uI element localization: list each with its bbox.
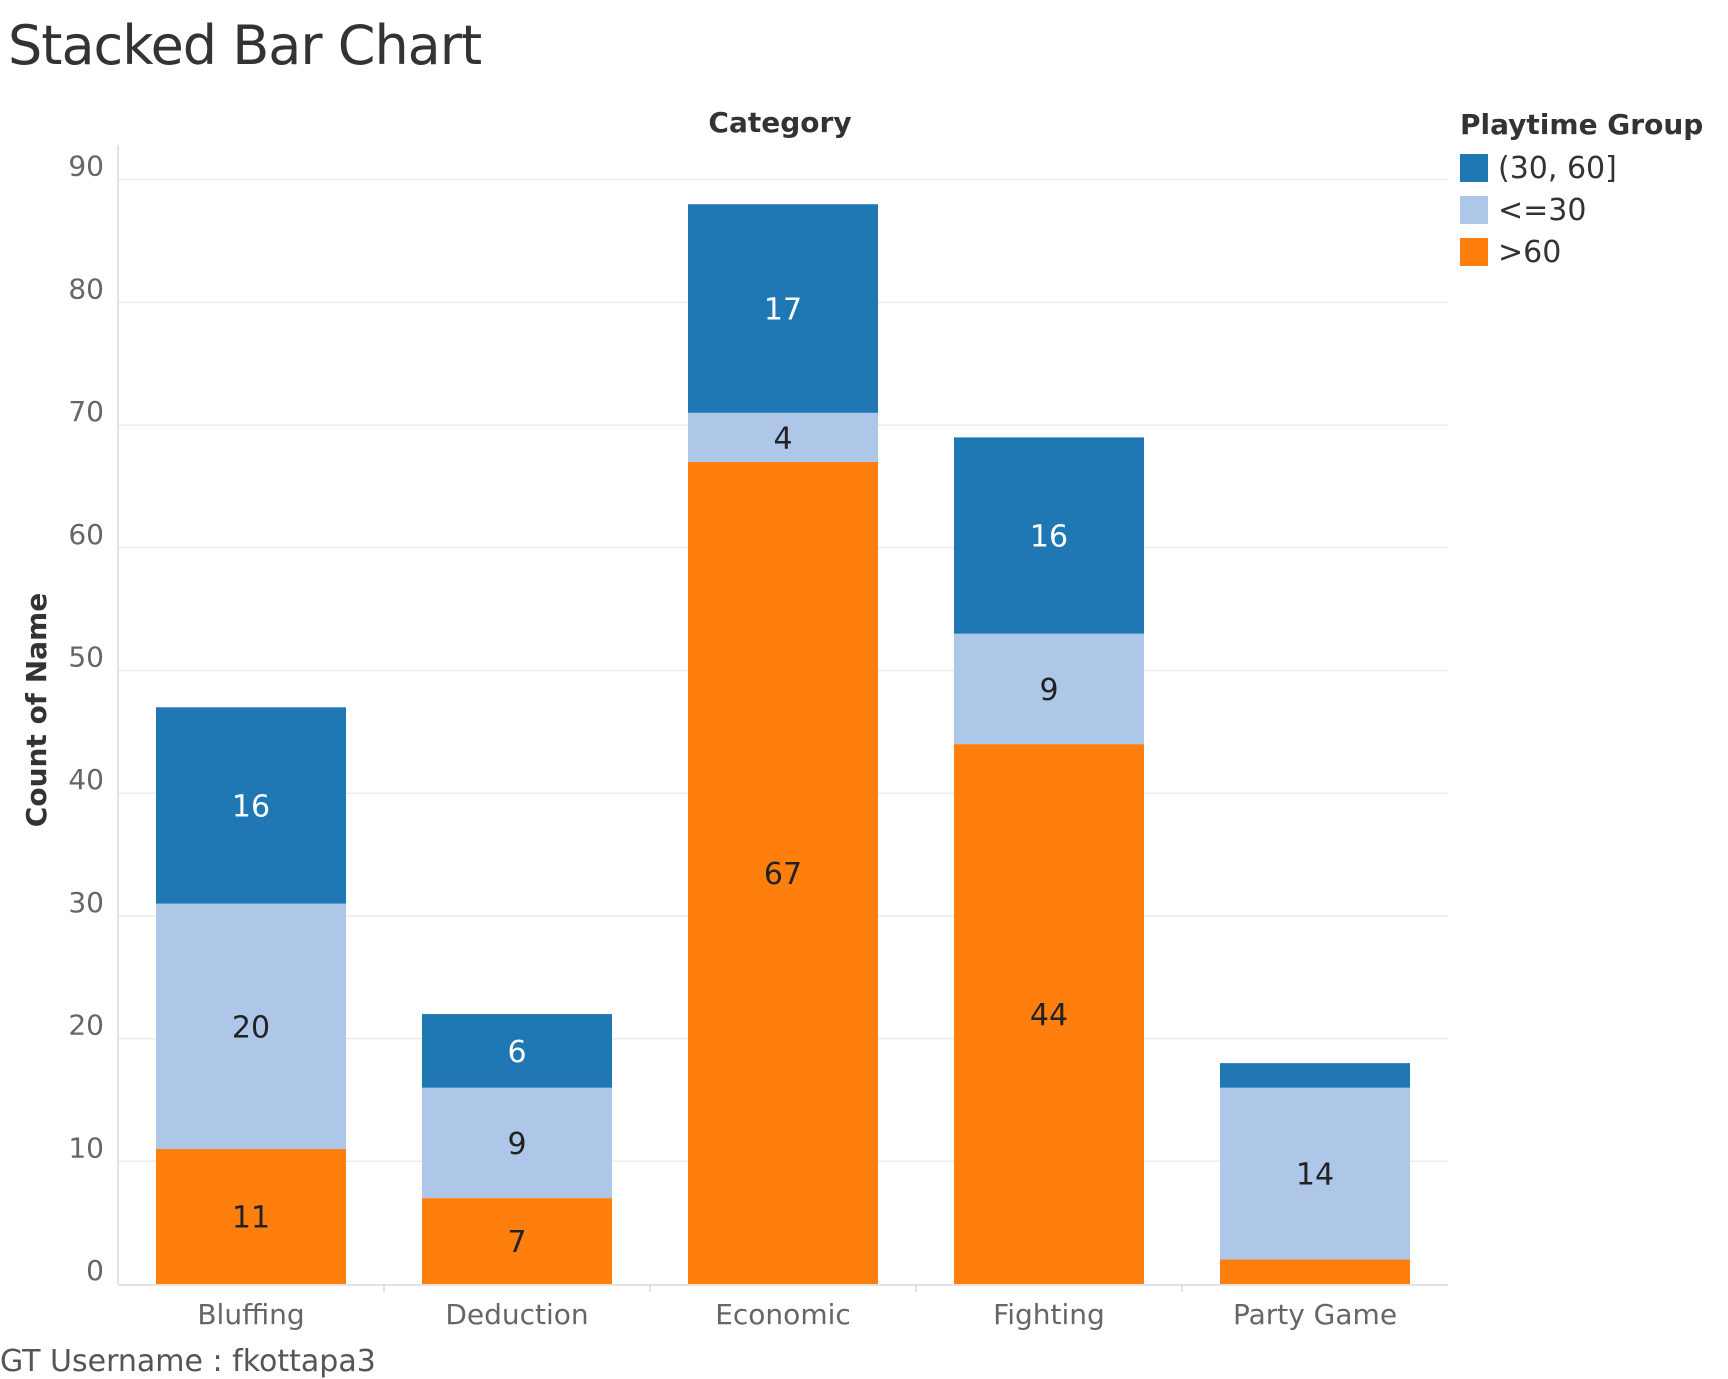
legend-item[interactable]: (30, 60] xyxy=(1460,147,1703,189)
bar-segment[interactable] xyxy=(1220,1259,1410,1284)
x-tick-label: Bluffing xyxy=(197,1298,304,1331)
y-tick-label: 80 xyxy=(68,272,104,305)
bar-value-label: 17 xyxy=(764,293,802,328)
y-tick-label: 90 xyxy=(68,150,104,183)
legend-swatch-30-60 xyxy=(1460,154,1488,182)
bar-value-label: 14 xyxy=(1296,1158,1334,1193)
x-tick-label: Economic xyxy=(715,1298,851,1331)
bar-segment[interactable] xyxy=(422,1014,612,1088)
bar-segment[interactable] xyxy=(156,903,346,1150)
bar-segment[interactable] xyxy=(156,707,346,904)
x-tick-label: Party Game xyxy=(1233,1298,1397,1331)
bar-segment[interactable] xyxy=(422,1198,612,1284)
legend-swatch-le30 xyxy=(1460,196,1488,224)
bar-segment[interactable] xyxy=(954,633,1144,745)
x-axis-title: Category xyxy=(708,106,851,139)
y-tick-label: 20 xyxy=(68,1009,104,1042)
bar-value-label: 20 xyxy=(232,1010,270,1045)
y-tick-label: 60 xyxy=(68,518,104,551)
y-axis: 0 10 20 30 40 50 60 70 80 90 xyxy=(68,145,1448,1287)
bar-value-label: 16 xyxy=(232,789,270,824)
y-tick-label: 70 xyxy=(68,395,104,428)
y-tick-label: 30 xyxy=(68,886,104,919)
legend-title: Playtime Group xyxy=(1460,108,1704,141)
bar-segment[interactable] xyxy=(688,412,878,462)
bar-segment[interactable] xyxy=(954,437,1144,634)
bar-value-label: 7 xyxy=(507,1225,526,1260)
legend-item[interactable]: >60 xyxy=(1460,231,1703,273)
legend-label: <=30 xyxy=(1498,192,1587,228)
bar-value-label: 6 xyxy=(507,1035,526,1070)
y-tick-label: 50 xyxy=(68,641,104,674)
bar-segment[interactable] xyxy=(1220,1087,1410,1260)
y-tick-label: 40 xyxy=(68,763,104,796)
bar-value-label: 67 xyxy=(764,857,802,892)
bar-value-label: 16 xyxy=(1030,520,1068,555)
x-axis: Bluffing Deduction Economic Fighting Party G… xyxy=(197,1284,1397,1331)
y-axis-title: Count of Name xyxy=(20,593,53,827)
legend-label: (30, 60] xyxy=(1498,150,1617,186)
y-tick-label: 10 xyxy=(68,1131,104,1164)
legend-swatch-gt60 xyxy=(1460,238,1488,266)
legend-label: >60 xyxy=(1498,234,1562,270)
bar-segment[interactable] xyxy=(688,461,878,1284)
bar-value-label: 9 xyxy=(1039,673,1058,708)
bar-segment[interactable] xyxy=(422,1087,612,1199)
bar-segment[interactable] xyxy=(156,1149,346,1284)
legend-item[interactable]: <=30 xyxy=(1460,189,1703,231)
bar-value-label: 44 xyxy=(1030,998,1068,1033)
footer-username: GT Username : fkottapa3 xyxy=(0,1344,376,1379)
y-tick-label: 0 xyxy=(86,1254,104,1287)
bar-segment[interactable] xyxy=(1220,1063,1410,1088)
bar-value-label: 4 xyxy=(773,421,792,456)
bar-value-label: 9 xyxy=(507,1127,526,1162)
x-tick-label: Deduction xyxy=(445,1298,588,1331)
chart-title: Stacked Bar Chart xyxy=(8,14,482,77)
bar-value-label: 11 xyxy=(232,1201,270,1236)
legend: Playtime Group (30, 60] <=30 >60 xyxy=(1460,108,1703,273)
bar-segment[interactable] xyxy=(688,204,878,413)
bar-segment[interactable] xyxy=(954,744,1144,1284)
x-tick-label: Fighting xyxy=(993,1298,1105,1331)
bars: 11 20 16 7 9 6 67 4 17 44 9 16 14 xyxy=(156,204,1410,1284)
